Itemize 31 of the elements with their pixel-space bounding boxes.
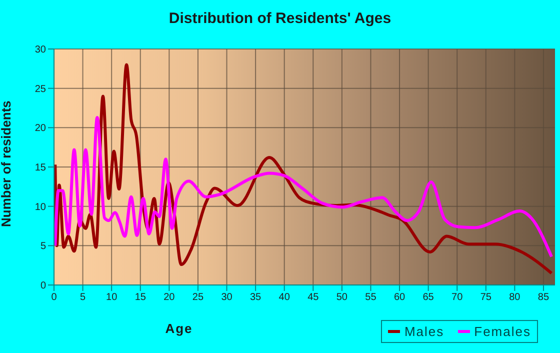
x-tick-label: 75 — [480, 292, 492, 304]
x-tick-label: 65 — [422, 292, 434, 304]
x-tick-label: 15 — [134, 292, 146, 304]
x-tick-label: 50 — [336, 292, 348, 304]
chart-title: Distribution of Residents' Ages — [168, 10, 392, 27]
x-tick-label: 20 — [164, 292, 176, 304]
x-tick-label: 35 — [250, 292, 262, 304]
x-tick-label: 30 — [221, 292, 233, 304]
x-tick-label: 45 — [308, 292, 320, 304]
line-series — [54, 116, 554, 258]
x-axis-title: Age — [164, 321, 194, 336]
x-tick-label: 70 — [452, 292, 464, 304]
x-tick-label: 60 — [394, 292, 406, 304]
y-tick-label: 25 — [34, 84, 46, 95]
y-tick-label: 20 — [34, 123, 46, 134]
x-tick-label: 85 — [538, 292, 550, 304]
x-tick-label: 10 — [106, 292, 118, 304]
legend-label: Females — [474, 324, 531, 339]
x-tick-label: 80 — [509, 292, 521, 304]
x-tick-label: 0 — [51, 292, 58, 304]
x-tick-label: 40 — [278, 292, 290, 304]
y-axis-title: Number of residents — [0, 100, 14, 227]
y-tick-label: 30 — [34, 44, 46, 56]
x-tick-label: 5 — [80, 292, 86, 304]
y-tick-label: 0 — [40, 280, 46, 292]
y-tick-label: 5 — [40, 241, 46, 252]
legend-label: Males — [404, 324, 444, 339]
x-tick-label: 25 — [192, 292, 204, 304]
x-tick-label: 55 — [365, 292, 377, 304]
y-tick-label: 15 — [34, 162, 46, 174]
y-tick-label: 10 — [34, 202, 46, 213]
